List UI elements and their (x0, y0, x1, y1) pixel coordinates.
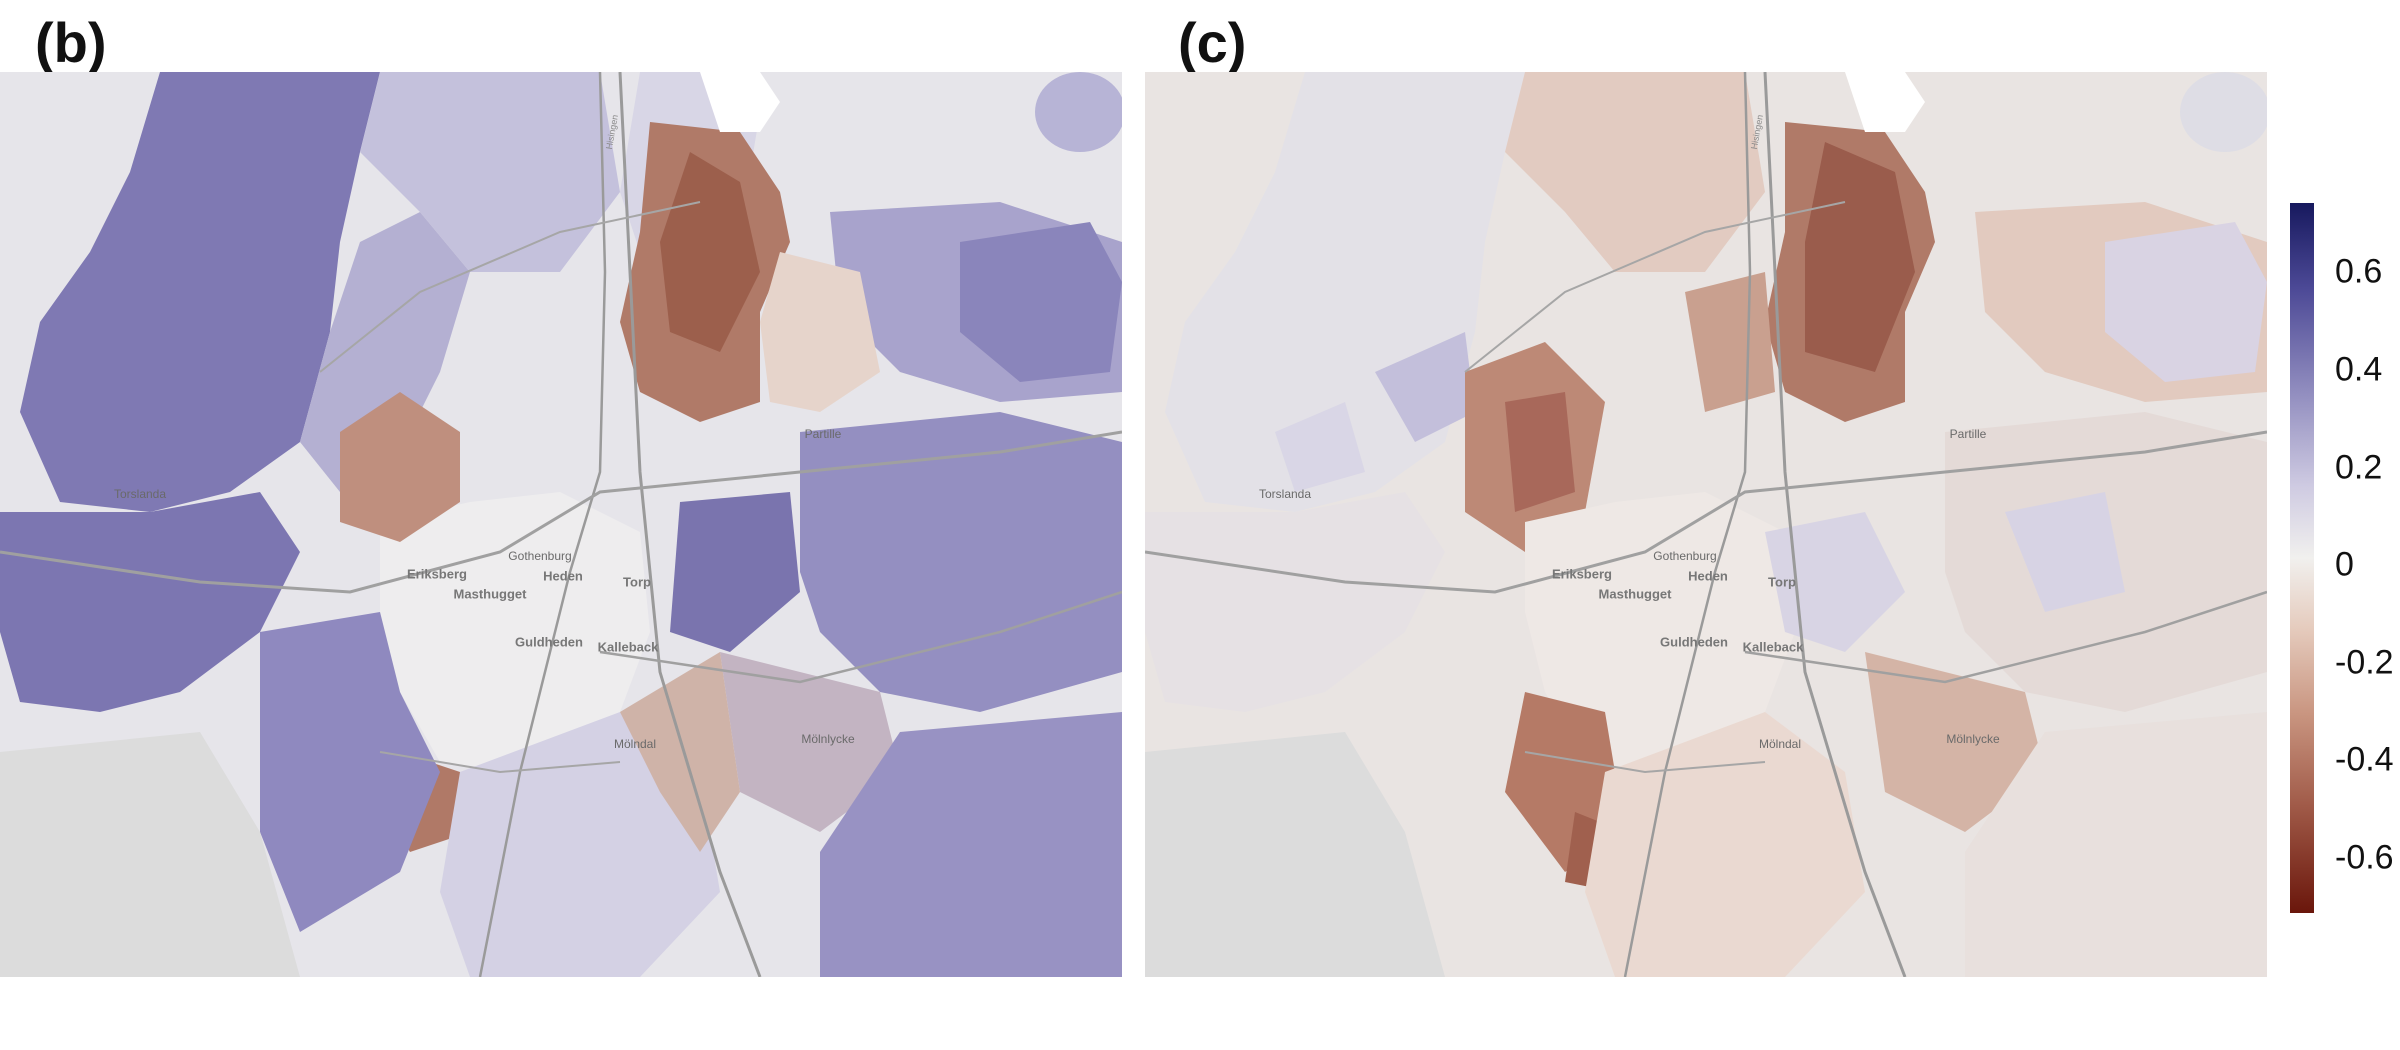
colorbar-tick: 0.2 (2335, 448, 2383, 487)
map-b-regions (0, 72, 1122, 977)
place-heden: Heden (543, 568, 583, 584)
colorbar-tick: -0.4 (2335, 740, 2394, 779)
place-torp: Torp (1768, 574, 1796, 590)
colorbar (2290, 203, 2314, 913)
map-c-regions (1145, 72, 2267, 977)
place-kalleback: Kalleback (1742, 639, 1804, 655)
place-molnlycke: Mölnlycke (1946, 732, 2000, 746)
place-kalleback: Kalleback (597, 639, 659, 655)
place-torslanda: Torslanda (1258, 487, 1312, 501)
place-torslanda: Torslanda (113, 487, 167, 501)
place-molndal: Mölndal (1758, 737, 1802, 751)
map-panel-b[interactable]: Torslanda Gothenburg Eriksberg Heden Mas… (0, 72, 1122, 977)
panel-b-label: (b) (35, 11, 107, 74)
place-torp: Torp (623, 574, 651, 590)
colorbar-tick: 0 (2335, 545, 2354, 584)
place-guldheden: Guldheden (515, 634, 583, 650)
place-molnlycke: Mölnlycke (801, 732, 855, 746)
map-panel-c[interactable]: Torslanda Gothenburg Eriksberg Heden Mas… (1145, 72, 2267, 977)
panel-c-label: (c) (1178, 11, 1247, 74)
colorbar-tick: -0.6 (2335, 838, 2394, 877)
colorbar-tick: 0.4 (2335, 350, 2383, 389)
place-gothenburg: Gothenburg (1653, 549, 1717, 563)
place-eriksberg: Eriksberg (1552, 566, 1612, 582)
colorbar-tick: 0.6 (2335, 252, 2383, 291)
place-masthugget: Masthugget (1598, 586, 1672, 602)
place-heden: Heden (1688, 568, 1728, 584)
place-masthugget: Masthugget (453, 586, 527, 602)
place-molndal: Mölndal (613, 737, 657, 751)
colorbar-tick: -0.2 (2335, 643, 2394, 682)
place-partille: Partille (1949, 427, 1987, 441)
place-eriksberg: Eriksberg (407, 566, 467, 582)
place-guldheden: Guldheden (1660, 634, 1728, 650)
place-partille: Partille (804, 427, 842, 441)
place-gothenburg: Gothenburg (508, 549, 572, 563)
